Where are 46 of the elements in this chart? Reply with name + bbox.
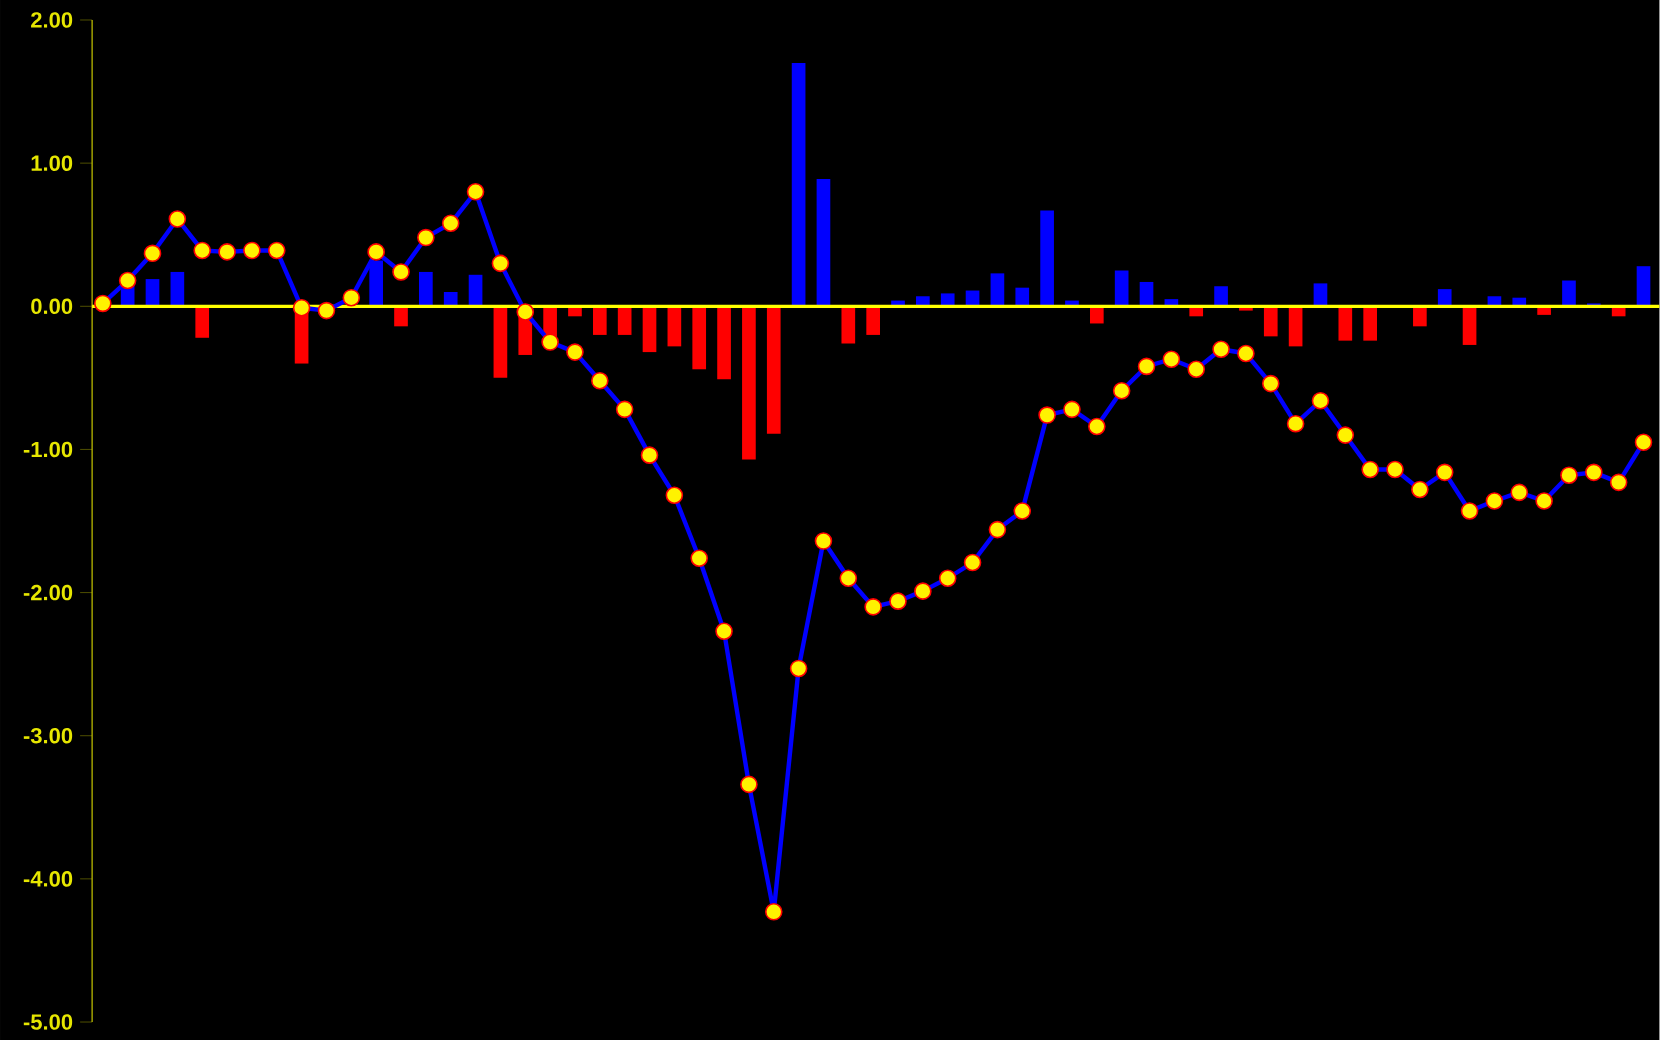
- bar: [916, 296, 930, 307]
- bar: [1139, 281, 1154, 307]
- bar: [1015, 287, 1030, 307]
- bar: [816, 178, 831, 307]
- bar: [493, 306, 508, 378]
- bar: [443, 291, 458, 307]
- bar: [742, 306, 756, 460]
- bar: [1040, 210, 1054, 307]
- y-tick-label: 1.00: [31, 155, 73, 171]
- bar: [1363, 306, 1377, 341]
- bar: [1338, 306, 1353, 341]
- bar: [195, 306, 210, 338]
- bar: [1114, 270, 1129, 307]
- bar: [940, 293, 955, 307]
- bar: [990, 273, 1005, 307]
- y-tick-label: -3.00: [23, 727, 73, 744]
- y-tick-label: -2.00: [23, 584, 73, 601]
- bar: [468, 274, 483, 307]
- bar: [692, 306, 707, 370]
- bar: [170, 271, 185, 307]
- bar: [791, 62, 806, 307]
- bar: [766, 306, 781, 434]
- bar: [1462, 306, 1477, 345]
- bar: [841, 306, 856, 344]
- bar: [617, 306, 632, 335]
- bar: [419, 271, 433, 307]
- bar: [145, 279, 160, 307]
- y-tick-label: -4.00: [23, 871, 73, 887]
- bar: [1313, 283, 1328, 307]
- y-tick-label: 2.00: [31, 12, 73, 28]
- bar: [1636, 266, 1651, 307]
- bar: [667, 306, 682, 347]
- y-tick-label: -5.00: [23, 1014, 73, 1030]
- bar: [1562, 280, 1576, 307]
- bar: [642, 306, 657, 353]
- bar: [1413, 306, 1427, 327]
- bar: [394, 306, 408, 327]
- y-tick-label: 0.00: [31, 298, 73, 315]
- bar: [1214, 286, 1228, 307]
- bar: [717, 306, 731, 380]
- bar: [1263, 306, 1278, 337]
- bar: [866, 306, 880, 335]
- y-tick-label: -1.00: [23, 441, 73, 458]
- bar: [592, 306, 607, 335]
- bar: [1288, 306, 1303, 347]
- bar: [1437, 289, 1452, 307]
